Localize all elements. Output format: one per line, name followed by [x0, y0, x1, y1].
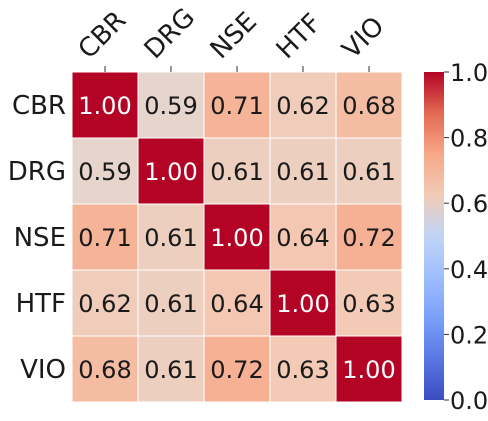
heatmap-cell [203, 269, 271, 337]
cell-value-label: 1.00 [342, 356, 395, 384]
cell-value-label: 0.63 [342, 290, 395, 318]
cell-value-label: 0.59 [78, 158, 131, 186]
heatmap-cells: 1.00 0.59 0.71 0.62 0.68 0.59 1.00 0.61 0.61 0.61… [71, 71, 403, 403]
heatmap-cell [335, 269, 403, 337]
colorbar-tick-label: 0.0 [450, 387, 488, 415]
heatmap-cell [137, 203, 205, 271]
heatmap-cell [269, 203, 337, 271]
heatmap-cell [203, 137, 271, 205]
cell-value-label: 0.64 [210, 290, 263, 318]
y-tick-label: NSE [14, 223, 66, 253]
heatmap-cell [269, 269, 337, 337]
cell-value-label: 0.71 [78, 224, 131, 252]
colorbar-gradient [424, 72, 444, 400]
x-tick-label: DRG [139, 3, 201, 65]
heatmap-cell [335, 137, 403, 205]
cell-value-label: 0.61 [144, 356, 197, 384]
cell-value-label: 0.63 [276, 356, 329, 384]
colorbar-tick-label: 0.4 [450, 256, 488, 284]
heatmap-cell [335, 335, 403, 403]
cell-value-label: 0.71 [210, 92, 263, 120]
colorbar-ticks: 0.0 0.2 0.4 0.6 0.8 1.0 [444, 59, 488, 415]
heatmap-cell [203, 335, 271, 403]
heatmap-cell [335, 203, 403, 271]
heatmap-cell [71, 335, 139, 403]
cell-value-label: 0.61 [210, 158, 263, 186]
heatmap-cell [71, 137, 139, 205]
cell-value-label: 0.59 [144, 92, 197, 120]
cell-value-label: 0.68 [342, 92, 395, 120]
cell-value-label: 0.61 [144, 290, 197, 318]
heatmap-cell [137, 269, 205, 337]
cell-value-label: 0.62 [78, 290, 131, 318]
colorbar-tick-label: 0.6 [450, 190, 488, 218]
y-tick-label: HTF [16, 289, 66, 319]
cell-value-label: 0.68 [78, 356, 131, 384]
colorbar [424, 72, 444, 400]
x-tick-label: NSE [205, 7, 263, 65]
y-axis-labels: CBR DRG NSE HTF VIO [8, 91, 66, 385]
cell-value-label: 0.62 [276, 92, 329, 120]
cell-value-label: 0.61 [342, 158, 395, 186]
cell-value-label: 0.64 [276, 224, 329, 252]
x-tick-label: CBR [73, 6, 132, 65]
heatmap-cell [71, 269, 139, 337]
heatmap-cell [137, 71, 205, 139]
cell-value-label: 1.00 [276, 290, 329, 318]
cell-value-label: 1.00 [210, 224, 263, 252]
heatmap-cell [137, 335, 205, 403]
cell-value-label: 0.61 [276, 158, 329, 186]
cell-value-label: 0.72 [210, 356, 263, 384]
y-tick-label: VIO [20, 355, 66, 385]
cell-value-label: 1.00 [78, 92, 131, 120]
x-tick-label: VIO [337, 11, 391, 65]
cell-value-label: 0.61 [144, 224, 197, 252]
colorbar-tick-label: 0.2 [450, 321, 488, 349]
y-tick-label: DRG [8, 157, 66, 187]
y-tick-label: CBR [12, 91, 66, 121]
cell-value-label: 1.00 [144, 158, 197, 186]
x-axis-labels: CBR DRG NSE HTF VIO [73, 3, 391, 72]
x-tick-label: HTF [271, 8, 328, 65]
heatmap-cell [269, 71, 337, 139]
cell-value-label: 0.72 [342, 224, 395, 252]
heatmap-cell [71, 71, 139, 139]
colorbar-tick-label: 0.8 [450, 125, 488, 153]
colorbar-tick-label: 1.0 [450, 59, 488, 87]
